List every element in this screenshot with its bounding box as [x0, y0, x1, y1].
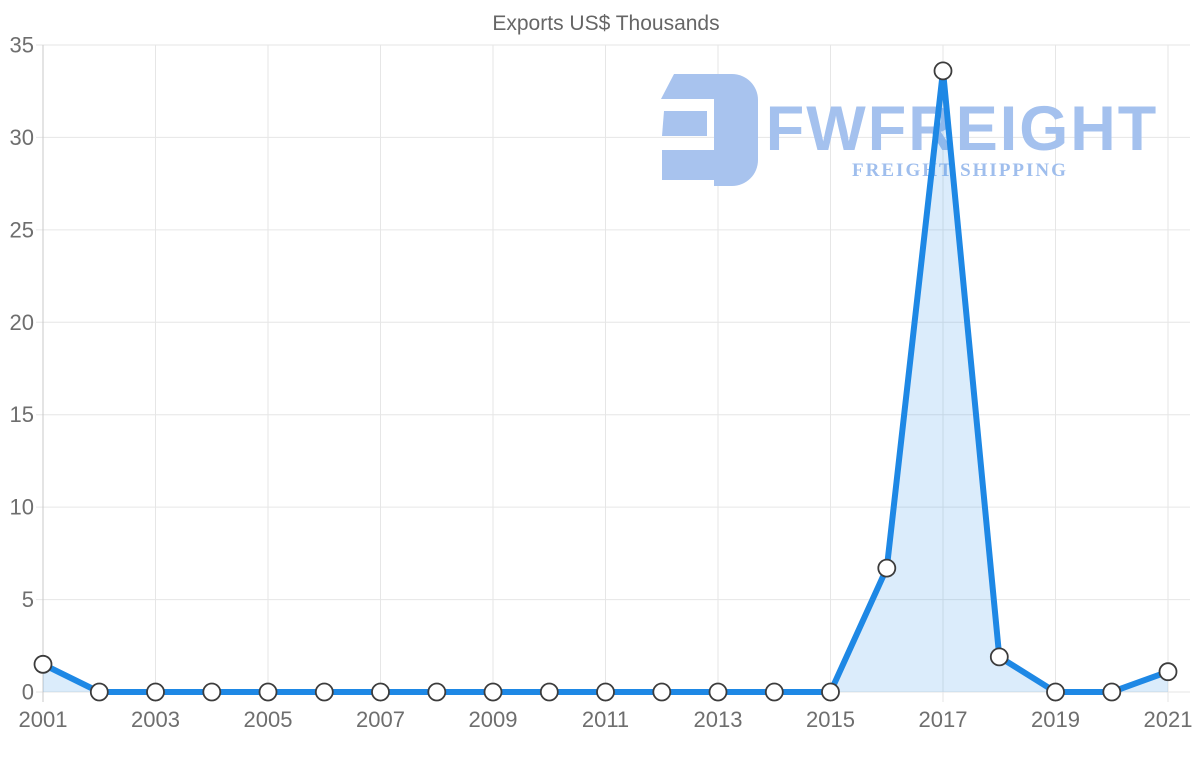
fwfreight-logo-icon [661, 74, 758, 186]
y-tick-label-15: 15 [10, 402, 34, 427]
y-tick-label-35: 35 [10, 33, 34, 58]
data-point-2018 [989, 647, 1009, 667]
y-tick-label-10: 10 [10, 495, 34, 520]
data-point-2014 [764, 682, 784, 702]
x-axis-tick-labels: 2001 2003 2005 2007 2009 2011 2013 2015 2017 2019… [19, 707, 1193, 732]
data-point-2013 [708, 682, 728, 702]
series-markers [33, 61, 1178, 702]
data-point-2010 [539, 682, 559, 702]
data-point-2015 [821, 682, 840, 702]
data-point-2002 [89, 682, 109, 702]
chart-title: Exports US$ Thousands [492, 12, 719, 35]
watermark-brand-text: FWFREIGHT [766, 94, 1158, 164]
x-tick-label-2011: 2011 [582, 707, 629, 732]
data-point-2016 [877, 558, 897, 578]
data-point-2017 [933, 61, 953, 81]
data-point-2004 [202, 682, 222, 702]
watermark-tagline-text: FREIGHT SHIPPING [852, 160, 1068, 181]
series-area-fill [43, 70, 1168, 692]
data-point-2012 [652, 682, 672, 702]
x-tick-label-2007: 2007 [356, 707, 405, 732]
x-tick-label-2021: 2021 [1144, 707, 1193, 732]
data-point-2001 [33, 654, 53, 674]
data-point-2005 [258, 682, 278, 702]
data-point-2019 [1046, 682, 1065, 702]
data-point-2007 [371, 682, 390, 702]
data-point-2009 [483, 682, 503, 702]
x-tick-label-2019: 2019 [1031, 707, 1080, 732]
y-axis-tick-labels: 0 5 10 15 20 25 30 35 [10, 33, 34, 705]
x-tick-label-2015: 2015 [806, 707, 855, 732]
data-point-2020 [1102, 682, 1122, 702]
data-point-2006 [314, 682, 334, 702]
y-tick-label-0: 0 [22, 680, 34, 705]
x-tick-label-2017: 2017 [919, 707, 968, 732]
x-tick-label-2005: 2005 [244, 707, 293, 732]
x-tick-label-2003: 2003 [131, 707, 180, 732]
x-tick-label-2013: 2013 [694, 707, 743, 732]
data-point-2011 [596, 682, 615, 702]
y-tick-label-30: 30 [10, 125, 34, 150]
y-tick-label-25: 25 [10, 217, 34, 242]
data-point-2008 [427, 682, 447, 702]
x-tick-label-2009: 2009 [469, 707, 518, 732]
fwfreight-watermark: FWFREIGHT FREIGHT SHIPPING [661, 74, 1158, 186]
y-tick-label-20: 20 [10, 310, 34, 335]
data-point-2021 [1158, 662, 1178, 682]
data-point-2003 [146, 682, 165, 702]
y-tick-label-5: 5 [22, 587, 34, 612]
x-tick-label-2001: 2001 [19, 707, 68, 732]
